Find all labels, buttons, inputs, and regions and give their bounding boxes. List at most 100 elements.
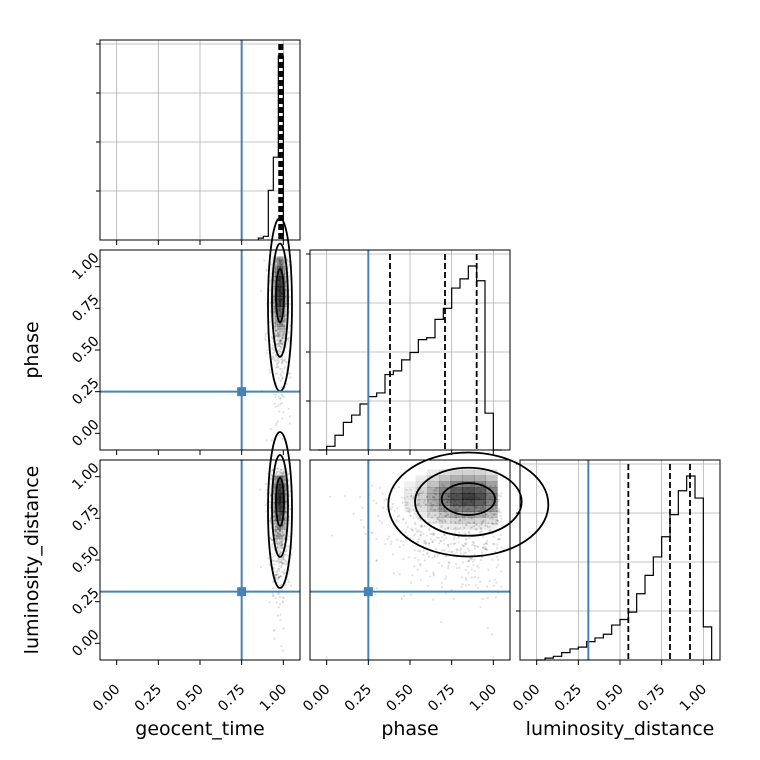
scatter-point xyxy=(264,332,267,335)
scatter-point xyxy=(470,526,473,530)
grid xyxy=(516,460,720,660)
scatter-point xyxy=(273,485,277,488)
scatter-point xyxy=(281,601,285,604)
scatter-point xyxy=(444,527,447,531)
scatter-point xyxy=(432,489,436,492)
scatter-point xyxy=(464,537,468,540)
scatter-point xyxy=(273,519,276,522)
scatter-point xyxy=(406,510,409,513)
scatter-point xyxy=(280,358,284,361)
scatter-point xyxy=(496,519,499,522)
density-cell xyxy=(485,493,498,500)
scatter-point xyxy=(460,576,463,579)
scatter-point xyxy=(268,601,271,604)
density-cell xyxy=(282,520,285,531)
scatter-point xyxy=(497,519,500,522)
scatter-point xyxy=(441,519,444,523)
scatter-point xyxy=(264,337,267,340)
scatter-point xyxy=(274,528,277,531)
scatter-point xyxy=(279,374,282,377)
scatter-point xyxy=(276,542,279,545)
scatter-point xyxy=(499,515,502,518)
scatter-point xyxy=(283,521,287,525)
scatter-point xyxy=(278,259,281,262)
grid xyxy=(306,250,510,450)
density-cell xyxy=(277,511,280,522)
scatter-point xyxy=(390,540,393,543)
density-cell xyxy=(273,475,276,486)
density-cell xyxy=(284,316,287,327)
scatter-point xyxy=(416,541,419,544)
scatter-point xyxy=(432,533,435,536)
density-cell xyxy=(277,256,280,267)
scatter-point xyxy=(286,554,290,557)
scatter-point xyxy=(452,527,456,530)
scatter-point xyxy=(278,596,282,599)
scatter-point xyxy=(276,420,280,423)
scatter-point xyxy=(279,558,282,561)
scatter-point xyxy=(284,523,287,526)
scatter-point xyxy=(279,340,283,343)
scatter-point xyxy=(481,546,485,549)
scatter-point xyxy=(447,564,450,567)
scatter-point xyxy=(417,549,420,553)
scatter-point xyxy=(419,534,422,537)
scatter-point xyxy=(274,530,278,533)
density-cell xyxy=(271,256,275,267)
density-cell xyxy=(273,502,276,513)
density-cell xyxy=(438,493,452,500)
scatter-point xyxy=(372,499,375,502)
scatter-point xyxy=(440,581,443,585)
scatter-point xyxy=(274,271,278,274)
density-cell xyxy=(473,517,487,524)
scatter-point xyxy=(352,512,355,516)
scatter-point xyxy=(479,506,482,510)
scatter-point xyxy=(274,271,277,274)
scatter-point xyxy=(281,472,285,476)
scatter-point xyxy=(479,527,482,530)
x-tick-label: 1.00 xyxy=(677,682,710,715)
scatter-point xyxy=(277,365,280,369)
scatter-point xyxy=(276,537,279,540)
scatter-point xyxy=(454,516,458,519)
histogram-phase xyxy=(318,250,502,451)
scatter-point xyxy=(441,549,444,552)
scatter-point xyxy=(273,637,276,640)
density-cell xyxy=(275,520,278,531)
density-cell xyxy=(462,493,475,500)
scatter-point xyxy=(376,514,380,517)
scatter-point xyxy=(284,300,288,303)
scatter-point xyxy=(433,514,436,517)
scatter-point xyxy=(284,495,288,498)
scatter-point xyxy=(279,263,283,267)
density-cell xyxy=(427,475,440,482)
scatter-point xyxy=(276,531,279,534)
scatter-point xyxy=(437,562,440,565)
scatter-point xyxy=(272,355,275,359)
scatter-point xyxy=(468,549,471,553)
scatter-point xyxy=(284,313,287,317)
scatter-point xyxy=(479,509,482,512)
scatter-point xyxy=(280,377,283,380)
scatter-point xyxy=(279,575,282,578)
scatter-point xyxy=(273,402,276,406)
scatter-point xyxy=(459,527,462,530)
density-cell xyxy=(270,475,273,486)
scatter-point xyxy=(440,526,443,529)
scatter-point xyxy=(437,516,440,519)
density-cell xyxy=(282,326,285,337)
scatter-point xyxy=(283,475,286,478)
density-cell xyxy=(485,523,498,530)
density-cell xyxy=(403,505,417,512)
scatter-point xyxy=(360,518,363,522)
scatter-point xyxy=(283,559,287,562)
scatter-point xyxy=(284,526,287,529)
scatter-point xyxy=(274,329,278,333)
density-cell xyxy=(285,502,289,513)
scatter-point xyxy=(264,335,267,338)
scatter-point xyxy=(284,279,287,283)
scatter-point xyxy=(277,361,280,364)
scatter-point xyxy=(276,547,279,550)
scatter-point xyxy=(272,587,275,590)
density-cell xyxy=(280,484,283,495)
